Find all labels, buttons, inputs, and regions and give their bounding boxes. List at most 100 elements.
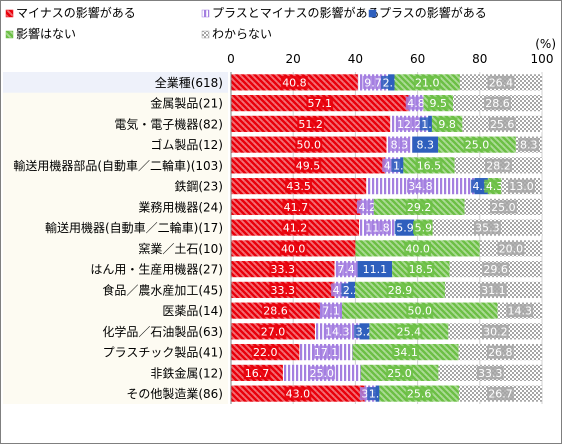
data-label-bg [407,262,435,276]
data-label: 26.7 [488,388,513,401]
bar-row: 43.5 34.8 4.34.3 13.0 [231,178,542,195]
data-label: 49.5 [296,159,321,172]
data-label: 8.3 [391,139,409,152]
data-label: 33.3 [271,263,296,276]
bar-row: 40.8 9.7 2.1 21.0 26.4 [231,74,542,91]
data-label-bg [405,200,433,214]
legend-item: わからない [201,27,272,41]
data-label: 5.9 [396,222,414,235]
data-label-bg [320,304,342,318]
category-label: ゴム製品(12) [150,137,223,152]
legend-swatch [5,9,14,18]
data-label: 11.1 [363,263,388,276]
data-label-bg [436,117,458,131]
data-label-bg [308,366,336,380]
data-label-bg [392,345,420,359]
data-label-bg [406,304,434,318]
category-label: 非鉄金属(12) [150,365,223,380]
data-label: 4.3 [486,180,504,193]
data-label-bg [488,117,516,131]
data-label-bg [312,345,340,359]
legend-item: マイナスの影響がある [5,5,136,20]
data-label-bg [386,283,414,297]
data-label: 4.8 [407,97,425,110]
data-label-bg [306,96,334,110]
bar-row: 41.2 11.8 5.9 5.9 35.3 [231,219,543,236]
data-label-bg [481,324,509,338]
data-label-bg [413,75,441,89]
data-label: 35.3 [475,222,500,235]
legend-label: 影響はない [16,26,76,41]
data-label-bg [362,75,384,89]
category-label: 医薬品(14) [162,304,223,318]
bar-row: 49.54.91.016.528.2 [231,157,543,174]
bar-row: 51.2 12.2 1.2 9.8 25.6 [231,115,542,132]
data-label-bg [295,138,323,152]
data-label-bg [405,387,433,401]
data-label: 8.3 [416,139,434,152]
bar-row: 16.7 25.0 25.0 33.3 [231,364,542,381]
data-label: 33.3 [478,367,503,380]
data-label: 34.8 [408,180,433,193]
data-label: 41.2 [283,222,308,235]
data-label: 28.6 [485,97,510,110]
x-tick-label: 60 [410,52,425,66]
data-label: 25.0 [465,139,490,152]
data-label: 25.6 [407,388,432,401]
data-label-bg [414,138,436,152]
data-label: 43.5 [286,180,311,193]
data-label: 40.0 [405,242,430,255]
x-tick-label: 40 [348,52,363,66]
data-label-bg [508,179,535,193]
category-label: 金属製品(21) [150,96,223,111]
data-label-bg [282,200,310,214]
data-label: 14.3 [325,325,350,338]
data-label: 25.0 [491,201,516,214]
data-label: 3.2 [356,325,374,338]
category-label: 食品／農水産加工(45) [102,282,223,297]
data-label-bg [269,262,297,276]
category-label: 業務用機器(24) [138,199,223,214]
data-label: 33.3 [271,284,296,297]
data-label: 17.1 [314,346,339,359]
data-label: 26.8 [488,346,513,359]
data-label: 16.7 [245,367,270,380]
bar-row: 28.6 7.1 50.0 14.3 [231,302,542,319]
bar-row: 50.0 8.3 8.3 25.0 8.3 [231,136,542,153]
data-label: 4.2 [358,201,376,214]
data-label-bg [406,179,434,193]
data-label: 31.1 [481,284,506,297]
data-label-bg [389,138,410,152]
bar-row: 33.3 7.4 11.1 18.5 29.6 [231,261,542,278]
data-label: 13.0 [509,180,534,193]
category-label: はん用・生産用機器(27) [90,262,223,277]
data-label-bg [490,200,517,214]
data-label-bg [294,158,322,172]
data-label: 22.0 [253,346,278,359]
category-label: 輸送用機器(自動車／二輪車)(17) [45,220,223,235]
data-label: 29.6 [483,263,508,276]
highlight-row-bg [3,72,228,93]
data-label: 28.6 [263,305,288,318]
legend-item: プラスとマイナスの影響がある [201,5,380,20]
data-label: 43.0 [286,388,311,401]
data-label: 9.7 [364,76,382,89]
data-label: 40.0 [281,242,306,255]
bar-row: 27.0 14.3 3.2 25.4 30.2 [231,323,543,340]
legend-swatch [368,9,377,18]
data-label: 18.5 [409,263,434,276]
data-label-bg [415,158,443,172]
data-label: 28.9 [388,284,413,297]
data-label-bg [262,304,289,318]
data-label-bg [279,241,307,255]
data-label: 41.7 [284,201,309,214]
category-label: 全業種(618) [155,75,223,90]
data-label: 29.2 [407,201,432,214]
data-label: 50.0 [297,139,322,152]
label-column-bg [3,72,228,404]
bar-row: 33.34.42.228.931.1 [231,281,542,298]
legend-label: わからない [212,27,272,41]
